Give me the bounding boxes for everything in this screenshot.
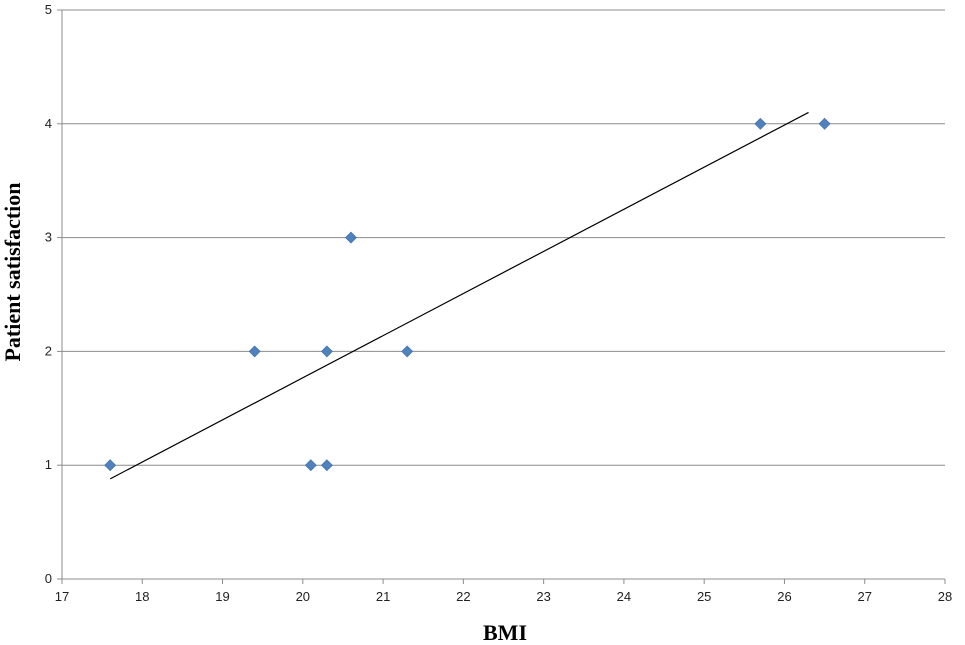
y-tick-label: 2 — [45, 343, 52, 358]
x-tick-label: 17 — [55, 589, 69, 604]
y-tick-label: 5 — [45, 2, 52, 17]
x-tick-label: 19 — [215, 589, 229, 604]
y-tick-label: 0 — [45, 571, 52, 586]
y-axis-title: Patient satisfaction — [0, 182, 25, 361]
gridlines — [62, 9, 945, 466]
data-point-diamond — [304, 459, 317, 472]
x-tick-label: 21 — [376, 589, 390, 604]
x-tick-label: 18 — [135, 589, 149, 604]
y-tick-label: 4 — [45, 116, 52, 131]
x-axis-title: BMI — [483, 620, 527, 645]
data-points — [104, 117, 831, 472]
y-tick-label: 3 — [45, 230, 52, 245]
trendline-group — [109, 111, 809, 480]
x-tick-label: 24 — [617, 589, 631, 604]
data-point-diamond — [320, 459, 333, 472]
data-point-diamond — [248, 345, 261, 358]
x-tick-label: 28 — [938, 589, 952, 604]
x-tick-label: 27 — [857, 589, 871, 604]
x-tick-label: 25 — [697, 589, 711, 604]
x-tick-label: 20 — [296, 589, 310, 604]
data-point-diamond — [104, 459, 117, 472]
data-point-diamond — [401, 345, 414, 358]
x-tick-label: 26 — [777, 589, 791, 604]
data-point-diamond — [320, 345, 333, 358]
data-point-diamond — [754, 117, 767, 130]
x-tick-label: 23 — [536, 589, 550, 604]
axes — [57, 9, 946, 584]
data-point-diamond — [345, 231, 357, 244]
data-point-diamond — [818, 117, 831, 130]
y-tick-label: 1 — [45, 457, 52, 472]
x-tick-label: 22 — [456, 589, 470, 604]
trendline — [109, 111, 809, 480]
